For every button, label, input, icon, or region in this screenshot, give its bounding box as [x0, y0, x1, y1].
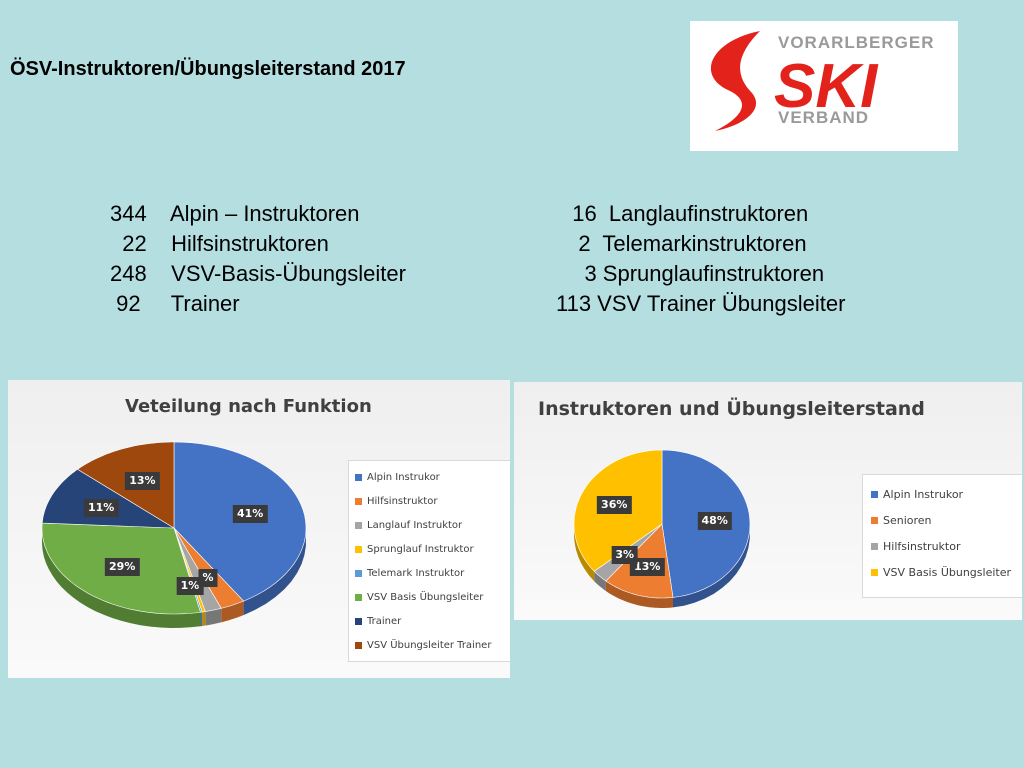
legend-swatch: [355, 545, 362, 553]
legend-swatch: [871, 568, 878, 576]
logo-text-main: SKI: [774, 52, 879, 121]
pie-slice-side: [574, 526, 595, 582]
legend-swatch: [355, 521, 362, 529]
legend-item: VSV Übungsleiter Trainer: [355, 633, 505, 657]
data-label: 36%: [597, 496, 632, 515]
legend-label: VSV Basis Übungsleiter: [883, 565, 1012, 579]
ski-verband-logo: VORARLBERGER SKI VERBAND: [690, 21, 958, 151]
stats-block: 344 Alpin – Instruktoren 22 Hilfsinstruk…: [0, 198, 1024, 328]
data-label: 13%: [125, 471, 160, 490]
pie-slice-side: [594, 571, 606, 591]
legend-label: Sprunglauf Instruktor: [367, 543, 474, 555]
data-label: %: [198, 569, 218, 587]
pie-slice-side: [202, 611, 206, 626]
logo-swoosh: [710, 31, 760, 131]
page-title: ÖSV-Instruktoren/Übungsleiterstand 2017: [10, 58, 406, 80]
legend-swatch: [355, 641, 362, 649]
legend-swatch: [355, 569, 362, 577]
legend-label: Telemark Instruktor: [367, 567, 465, 579]
chart-title: Veteilung nach Funktion: [125, 396, 372, 417]
legend-item: Alpin Instrukor: [355, 465, 505, 489]
legend-label: VSV Basis Übungsleiter: [367, 591, 484, 603]
stat-line: 16 Langlaufinstruktoren: [560, 201, 809, 226]
chart-legend: Alpin Instrukor Senioren Hilfsinstruktor VS…: [862, 474, 1022, 598]
stat-line: 2 Telemarkinstruktoren: [560, 231, 807, 256]
legend-label: Hilfsinstruktor: [367, 495, 438, 507]
chart-function-distribution: Veteilung nach Funktion Alpin Instrukor H…: [8, 380, 510, 678]
legend-label: Langlauf Instruktor: [367, 519, 463, 531]
pie-slice: [173, 527, 245, 609]
legend-label: VSV Übungsleiter Trainer: [367, 639, 492, 651]
stat-line: 22 Hilfsinstruktoren: [110, 231, 329, 256]
legend-swatch: [871, 516, 878, 524]
chart-title: Instruktoren und Übungsleiterstand: [538, 398, 925, 420]
pie-slice: [173, 527, 222, 612]
pie-slice-side: [205, 608, 222, 626]
data-label: 11%: [83, 498, 119, 517]
stat-line: 344 Alpin – Instruktoren: [110, 201, 360, 226]
stat-line: 113 VSV Trainer Übungsleiter: [556, 291, 846, 316]
legend-swatch: [871, 490, 878, 498]
data-label: 48%: [697, 512, 732, 531]
legend-label: Trainer: [367, 615, 402, 627]
legend-item: Langlauf Instruktor: [355, 513, 505, 537]
legend-label: Alpin Instrukor: [367, 471, 440, 483]
data-label: 1%: [176, 577, 204, 595]
legend-swatch: [355, 473, 362, 481]
legend-swatch: [355, 593, 362, 601]
stat-line: 3 Sprunglaufinstruktoren: [560, 261, 825, 286]
legend-item: VSV Basis Übungsleiter: [355, 585, 505, 609]
legend-label: Alpin Instrukor: [883, 487, 964, 501]
chart-instructors-status: Instruktoren und Übungsleiterstand Alpin…: [514, 382, 1022, 620]
legend-swatch: [355, 617, 362, 625]
logo-text-top: VORARLBERGER: [778, 33, 935, 52]
data-label: 29%: [105, 558, 140, 577]
legend-item: Trainer: [355, 609, 505, 633]
legend-label: Hilfsinstruktor: [883, 539, 961, 553]
logo-graphic: VORARLBERGER SKI VERBAND: [710, 31, 935, 131]
pie-slice-side: [243, 531, 306, 616]
legend-item: Sprunglauf Instruktor: [355, 537, 505, 561]
pie-slice-side: [200, 612, 203, 627]
legend-item: Senioren: [871, 507, 1022, 533]
data-label: 3%: [611, 546, 638, 565]
legend-swatch: [871, 542, 878, 550]
legend-item: Hilfsinstruktor: [871, 533, 1022, 559]
pie-slice-side: [221, 601, 244, 623]
legend-swatch: [355, 497, 362, 505]
legend-label: Senioren: [883, 513, 932, 527]
legend-item: Hilfsinstruktor: [355, 489, 505, 513]
stat-line: 248 VSV-Basis-Übungsleiter: [110, 261, 406, 286]
stat-line: 92 Trainer: [110, 291, 240, 316]
chart-legend: Alpin Instrukor Hilfsinstruktor Langlauf I…: [348, 460, 510, 662]
legend-item: Alpin Instrukor: [871, 481, 1022, 507]
data-label: 41%: [232, 504, 268, 523]
pie-slice: [41, 468, 176, 529]
pie-slice-side: [673, 528, 750, 608]
pie-slice-side: [605, 581, 673, 608]
legend-item: Telemark Instruktor: [355, 561, 505, 585]
data-label: 13%: [630, 557, 665, 576]
legend-item: VSV Basis Übungsleiter: [871, 559, 1022, 585]
pie-slice-side: [42, 529, 201, 628]
logo-text-bottom: VERBAND: [778, 108, 869, 127]
